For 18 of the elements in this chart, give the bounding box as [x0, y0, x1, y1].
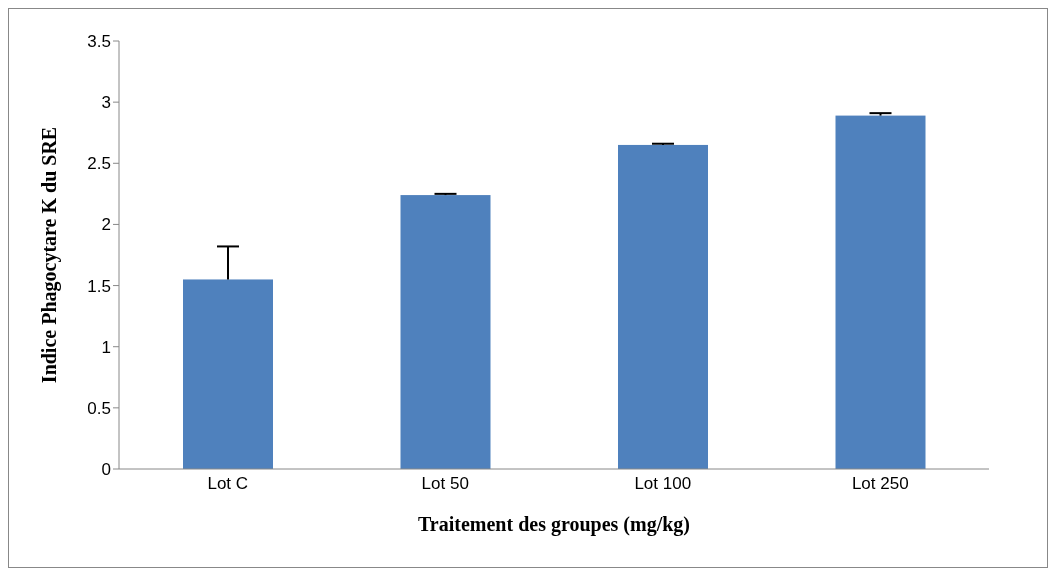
- bar: [835, 115, 926, 469]
- y-tick-label: 3.5: [87, 32, 111, 52]
- y-tick-label: 2: [101, 215, 111, 235]
- y-tick-label: 2.5: [87, 154, 111, 174]
- x-axis-title: Traitement des groupes (mg/kg): [417, 513, 691, 536]
- y-tick-label: 3: [101, 93, 111, 113]
- y-tick-label: 0.5: [87, 398, 111, 418]
- y-tick-label: 0: [101, 460, 111, 480]
- x-tick-label: Lot 50: [421, 474, 469, 494]
- bar: [400, 195, 491, 469]
- bar: [618, 144, 708, 469]
- x-tick-label: Lot 250: [851, 474, 909, 494]
- y-tick-label: 1.5: [87, 276, 111, 296]
- y-axis-title: Indice Phagocytare K du SRE: [38, 126, 62, 384]
- bar: [183, 279, 273, 469]
- x-tick-label: Lot 100: [634, 474, 692, 494]
- y-tick-label: 1: [101, 337, 111, 357]
- x-tick-label: Lot C: [207, 474, 249, 494]
